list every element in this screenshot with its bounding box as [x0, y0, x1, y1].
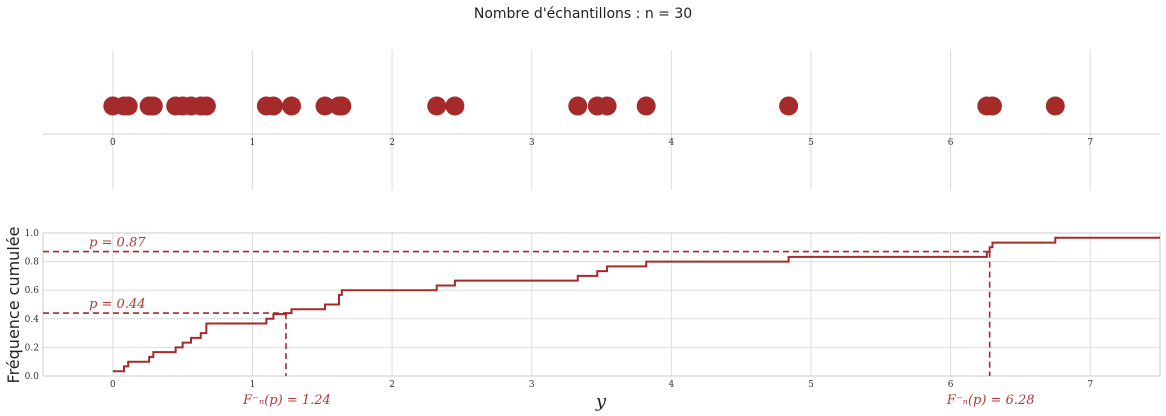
bottom-x-tick-label: 5: [808, 380, 814, 390]
figure-title: Nombre d'échantillons : n = 30: [474, 6, 692, 22]
sample-point: [636, 96, 656, 116]
bottom-x-tick-labels: 0 1 2 3 4 5 6 7: [110, 380, 1093, 390]
sample-point: [118, 96, 138, 116]
bottom-y-tick-label: 0.2: [25, 343, 39, 353]
bottom-y-tick-label: 0.8: [25, 258, 40, 268]
ecdf-step-line: [112, 236, 1160, 373]
top-x-tick-labels: 0 1 2 3 4 5 6 7: [110, 138, 1093, 148]
x-axis-label: y: [595, 391, 607, 412]
top-x-tick-label: 2: [389, 138, 395, 148]
sample-point: [1045, 96, 1065, 116]
top-x-tick-label: 5: [808, 138, 814, 148]
quantile-labels: p = 0.44 F⁻ₙ(p) = 1.24 p = 0.87 F⁻ₙ(p) = 6.…: [89, 236, 1034, 408]
sample-point: [427, 96, 447, 116]
top-gridlines: [112, 50, 1091, 190]
sample-point: [282, 96, 302, 116]
bottom-y-tick-label: 1.0: [25, 229, 40, 239]
sample-point: [445, 96, 465, 116]
sample-point: [568, 96, 588, 116]
probability-label: p = 0.44: [89, 297, 145, 312]
sample-point: [196, 96, 216, 116]
sample-points: [103, 96, 1065, 116]
bottom-plot-frame: [42, 232, 1161, 377]
quantile-value-label: F⁻ₙ(p) = 1.24: [242, 393, 331, 408]
probability-label: p = 0.87: [89, 236, 146, 251]
sample-point: [332, 96, 352, 116]
bottom-panel: 0 1 2 3 4 5 6 7 0.0 0.2 0.4 0.6 0.8 1.0 p = 0.44 F⁻ₙ(…: [4, 227, 1161, 412]
top-x-tick-label: 6: [948, 138, 954, 148]
top-panel: 0 1 2 3 4 5 6 7: [43, 50, 1160, 190]
bottom-y-tick-label: 0.6: [25, 286, 40, 296]
bottom-x-tick-label: 7: [1087, 380, 1093, 390]
bottom-y-tick-label: 0.0: [25, 372, 40, 382]
quantile-guides: [43, 250, 991, 376]
bottom-x-tick-label: 3: [529, 380, 535, 390]
top-x-tick-label: 1: [250, 138, 256, 148]
y-axis-label: Fréquence cumulée: [4, 227, 23, 384]
quantile-value-label: F⁻ₙ(p) = 6.28: [946, 393, 1035, 408]
sample-point: [143, 96, 163, 116]
bottom-x-tick-label: 2: [389, 380, 395, 390]
sample-point: [263, 96, 283, 116]
bottom-x-tick-label: 6: [948, 380, 954, 390]
top-x-tick-label: 7: [1087, 138, 1093, 148]
bottom-x-tick-label: 4: [668, 380, 674, 390]
bottom-y-tick-labels: 0.0 0.2 0.4 0.6 0.8 1.0: [25, 229, 40, 382]
sample-point: [315, 96, 335, 116]
top-x-tick-label: 4: [668, 138, 674, 148]
bottom-gridlines: [43, 232, 1160, 377]
top-x-tick-label: 3: [529, 138, 535, 148]
bottom-x-tick-label: 0: [110, 380, 116, 390]
sample-point: [779, 96, 799, 116]
bottom-x-tick-label: 1: [250, 380, 256, 390]
sample-point: [982, 96, 1002, 116]
top-x-tick-label: 0: [110, 138, 116, 148]
bottom-y-tick-label: 0.4: [25, 315, 40, 325]
sample-point: [597, 96, 617, 116]
